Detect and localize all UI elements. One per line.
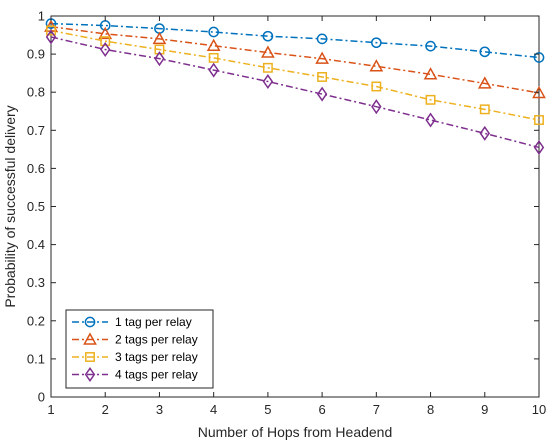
y-tick-label: 0.5 bbox=[27, 199, 45, 214]
legend-marker bbox=[83, 332, 97, 345]
legend-entry-label: 3 tags per relay bbox=[115, 350, 198, 364]
data-point-series-3 bbox=[262, 62, 273, 73]
y-tick-label: 0 bbox=[38, 390, 45, 405]
x-tick-label: 10 bbox=[532, 402, 546, 417]
data-point-series-2 bbox=[369, 59, 384, 72]
legend-marker bbox=[84, 316, 96, 328]
data-point-series-3 bbox=[100, 36, 111, 47]
data-point-series-3 bbox=[371, 81, 382, 92]
x-tick-label: 6 bbox=[318, 402, 325, 417]
data-point-series-3 bbox=[46, 25, 56, 36]
y-tick-label: 0.3 bbox=[27, 275, 45, 290]
data-point-series-4 bbox=[371, 99, 382, 115]
data-point-series-3 bbox=[317, 72, 328, 82]
data-point-series-2 bbox=[261, 45, 275, 58]
data-point-series-1 bbox=[316, 33, 328, 45]
data-point-series-4 bbox=[262, 74, 274, 90]
legend-entry-label: 2 tags per relay bbox=[115, 333, 198, 347]
data-point-series-3 bbox=[425, 94, 436, 105]
data-point-series-4 bbox=[479, 125, 490, 141]
y-tick-label: 0.6 bbox=[27, 161, 45, 176]
x-axis: 1 2 3 4 5 6 7 8 9 10 bbox=[47, 16, 546, 417]
legend: 1 tag per relay 2 tags per relay 3 tags pe… bbox=[65, 309, 214, 389]
series-line-2 bbox=[50, 25, 540, 94]
y-tick-label: 0.4 bbox=[27, 237, 45, 252]
data-point-series-1 bbox=[479, 46, 491, 58]
y-tick-label: 0.7 bbox=[27, 123, 45, 138]
data-point-series-2 bbox=[315, 51, 329, 64]
data-point-series-4 bbox=[100, 42, 111, 58]
data-point-series-4 bbox=[533, 139, 545, 155]
x-tick-label: 1 bbox=[47, 402, 54, 417]
data-point-series-2 bbox=[423, 67, 438, 80]
data-point-series-4 bbox=[208, 62, 219, 78]
data-point-series-1 bbox=[208, 26, 220, 38]
x-tick-label: 5 bbox=[264, 402, 271, 417]
y-tick-label: 0.2 bbox=[27, 313, 45, 328]
data-point-series-1 bbox=[262, 30, 274, 42]
x-tick-label: 8 bbox=[427, 402, 434, 417]
legend-marker bbox=[85, 352, 95, 362]
legend-entry-label: 4 tags per relay bbox=[115, 368, 198, 382]
data-point-series-3 bbox=[479, 104, 490, 115]
y-tick-label: 0.8 bbox=[27, 85, 45, 100]
series-markers bbox=[44, 18, 546, 155]
data-point-series-3 bbox=[208, 52, 219, 63]
data-point-series-4 bbox=[45, 29, 57, 45]
data-point-series-4 bbox=[316, 86, 328, 102]
data-point-series-2 bbox=[477, 76, 492, 89]
x-tick-label: 4 bbox=[210, 402, 217, 417]
data-point-series-4 bbox=[425, 112, 436, 128]
data-point-series-1 bbox=[425, 40, 436, 52]
series-line-4 bbox=[50, 36, 540, 149]
data-point-series-3 bbox=[534, 115, 544, 125]
series-lines bbox=[50, 22, 540, 149]
y-axis: 0 0.1 0.2 0.3 0.4 0.5 0.6 0.7 0.8 0.9 1 bbox=[27, 9, 539, 405]
data-point-series-1 bbox=[533, 52, 545, 63]
y-axis-label: Probability of successful delivery bbox=[2, 105, 18, 307]
y-tick-label: 0.1 bbox=[27, 351, 45, 366]
x-tick-label: 7 bbox=[373, 402, 380, 417]
data-point-series-4 bbox=[154, 51, 165, 67]
x-tick-label: 2 bbox=[102, 402, 109, 417]
series-line-1 bbox=[50, 22, 540, 59]
legend-marker bbox=[84, 366, 96, 383]
x-axis-label: Number of Hops from Headend bbox=[198, 424, 393, 440]
data-point-series-2 bbox=[152, 31, 167, 45]
x-tick-label: 9 bbox=[481, 402, 488, 417]
legend-box bbox=[65, 309, 214, 389]
legend-entry-label: 1 tag per relay bbox=[115, 315, 192, 329]
y-tick-label: 0.9 bbox=[27, 47, 45, 62]
y-tick-label: 1 bbox=[38, 9, 45, 24]
data-point-series-1 bbox=[370, 37, 382, 49]
data-point-series-2 bbox=[98, 26, 113, 40]
x-tick-label: 3 bbox=[156, 402, 163, 417]
data-point-series-2 bbox=[206, 38, 221, 51]
